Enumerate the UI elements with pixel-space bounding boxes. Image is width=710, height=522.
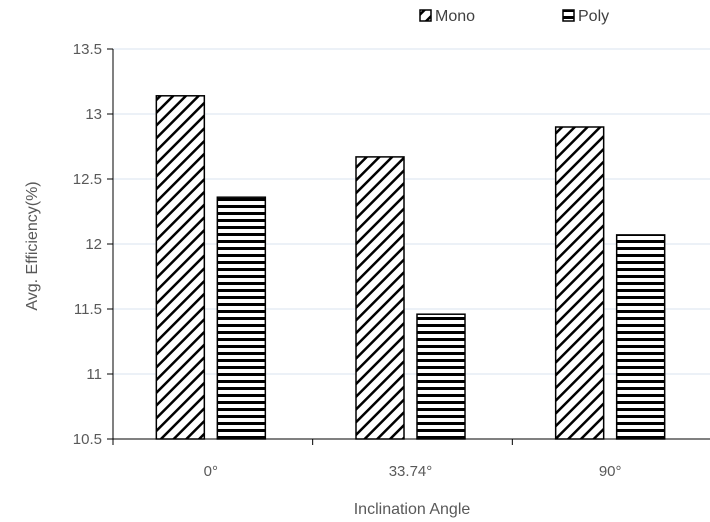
legend-label-mono: Mono xyxy=(435,8,475,25)
legend-swatch-poly xyxy=(562,9,575,22)
bar-poly-1 xyxy=(416,313,466,440)
x-tick-labels: 0° 33.74° 90° xyxy=(204,463,622,480)
bar-mono-2 xyxy=(554,126,605,440)
bar-mono-1 xyxy=(355,156,405,440)
bar-poly-0 xyxy=(216,196,267,440)
legend-swatch-mono xyxy=(419,9,432,22)
x-axis-label: Inclination Angle xyxy=(354,501,471,518)
x-tick-label: 0° xyxy=(204,463,218,480)
x-tick-label: 33.74° xyxy=(389,463,433,480)
bar-poly-2 xyxy=(615,234,666,440)
legend-label-poly: Poly xyxy=(578,8,609,25)
gridlines xyxy=(107,48,710,445)
y-tick-label: 13.5 xyxy=(73,41,102,58)
y-tick-label: 13 xyxy=(85,106,102,123)
bar-mono-0 xyxy=(155,95,206,440)
bars xyxy=(155,95,666,440)
y-axis-label: Avg. Efficiency(%) xyxy=(24,181,41,310)
y-tick-label: 10.5 xyxy=(73,431,102,448)
y-tick-label: 11.5 xyxy=(74,301,102,318)
y-tick-label: 12.5 xyxy=(73,171,102,188)
x-tick-label: 90° xyxy=(599,463,622,480)
y-tick-label: 11 xyxy=(86,366,102,383)
y-tick-label: 12 xyxy=(85,236,102,253)
axes xyxy=(112,49,710,440)
legend: Mono Poly xyxy=(419,8,609,25)
y-tick-labels: 10.5 11 11.5 12 12.5 13 13.5 xyxy=(73,41,102,448)
